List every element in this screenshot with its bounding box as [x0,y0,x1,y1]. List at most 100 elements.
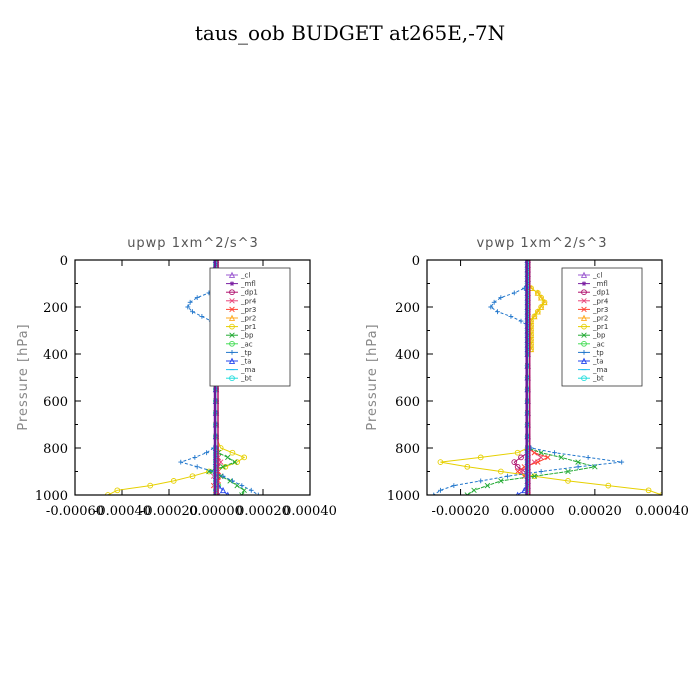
data-point-pr1 [605,482,612,489]
legend-entry-pr3: _pr3 [240,306,256,314]
y-tick-label: 200 [395,301,420,316]
data-point-pr1 [538,304,544,310]
y-tick-label: 400 [43,348,68,363]
x-tick-label: -0.00040 [93,504,151,519]
data-point-tp [192,455,198,460]
data-point-pr1 [534,308,541,315]
legend-marker-bt [581,375,587,382]
data-point-tp [498,295,504,300]
data-point-pr1 [105,492,111,495]
y-tick-label: 600 [43,395,68,410]
data-point-tp [431,492,437,495]
data-point-bp [498,478,504,484]
data-point-tp [619,459,625,465]
x-tick-label: 0.00020 [568,504,622,519]
data-point-tp [585,455,591,460]
panel-title-upwp: upwp 1xm^2/s^3 [127,236,259,251]
data-point-tp [194,295,200,300]
data-point-bp [575,459,581,465]
y-axis-label-vpwp: Pressure [hPa] [365,323,380,430]
legend-entry-ta: _ta [592,358,604,366]
plot-frame [426,259,663,496]
legend-entry-bp: _bp [240,332,254,340]
legend-marker-pr2 [580,314,588,321]
legend-marker-pr4 [581,298,587,304]
y-axis-label-upwp: Pressure [hPa] [16,323,31,430]
legend-entry-ma: _ma [240,366,256,374]
data-point-tp [230,478,235,484]
legend-entry-mfl: _mfl [592,280,608,288]
data-point-tp [185,304,191,310]
data-point-bp [232,459,238,465]
legend-entry-cl: _cl [592,272,602,280]
data-point-bp [220,464,226,470]
y-tick-label: 1000 [35,489,68,504]
legend-marker-pr3 [229,306,235,313]
legend-entry-ta: _ta [240,358,252,366]
legend-marker-mfl [581,281,587,286]
legend-marker-pr1 [581,323,587,330]
data-point-bp [464,492,471,495]
data-point-pr1 [534,290,541,296]
legend-entry-ma: _ma [592,366,608,374]
x-tick-label: 0.00000 [189,504,243,519]
x-tick-label: 0.00040 [283,504,337,519]
data-point-tp [508,314,514,319]
data-point-bp [206,468,212,475]
data-point-bp [471,487,477,494]
data-point-dp1 [511,459,518,465]
legend-marker-pr4 [229,298,235,304]
panel-vpwp: vpwp 1xm^2/s^3 Pressure [hPa] 0 200 400 600… [365,236,689,519]
data-point-pr1 [531,313,538,320]
data-point-tp [575,464,581,470]
data-point-pr3 [535,459,541,465]
data-point-tp [248,487,254,493]
data-point-pr1 [241,454,248,461]
legend-entry-bt: _bt [592,375,604,383]
figure-title: taus_oob BUDGET at265E,-7N [195,21,505,45]
legend-entry-mfl: _mfl [240,280,256,288]
data-point-bp [225,454,231,461]
legend: _cl_mfl_dp1_pr4_pr3_pr2_pr1_bp_ac_tp_ta_… [209,267,291,387]
legend-entry-pr1: _pr1 [592,323,608,331]
legend-entry-tp: _tp [592,349,604,357]
legend-marker-ta [580,357,588,364]
legend-entry-bt: _bt [240,375,252,383]
legend-marker-ac [581,340,587,347]
y-tick-label: 800 [43,442,68,457]
data-point-pr1 [229,449,236,456]
y-tick-label: 0 [412,254,420,269]
legend-marker-ac [229,340,235,347]
data-point-pr1 [170,478,177,484]
data-point-tp [488,304,494,310]
legend-marker-bp [581,332,587,338]
data-point-tp [194,464,200,470]
data-point-tp [478,478,484,484]
data-point-tp [511,290,517,296]
y-tick-label: 200 [43,301,68,316]
data-point-pr1 [114,487,121,494]
series-line-tp [433,260,622,495]
legend-marker-cl [228,271,236,278]
x-tick-label: -0.00020 [140,504,198,519]
legend-entry-ac: _ac [240,340,253,348]
x-tick-label: -0.00020 [431,504,489,519]
data-point-pr3 [514,468,521,475]
data-point-bp [484,482,491,489]
data-point-bp [241,487,247,494]
data-point-bp [565,468,571,475]
legend-box [209,267,291,387]
plot-frame [74,259,311,496]
data-point-tp [552,450,557,456]
legend-marker-ta [228,357,236,364]
data-point-dp1 [518,454,524,461]
y-tick-label: 800 [395,442,420,457]
x-tick-label: 0.00040 [635,504,689,519]
legend-marker-dp1 [229,289,235,296]
legend-marker-tp [229,350,235,355]
legend-entry-cl: _cl [240,272,250,280]
data-point-tp [438,487,443,493]
data-point-tp [178,459,184,465]
data-point-pr1 [477,454,484,461]
